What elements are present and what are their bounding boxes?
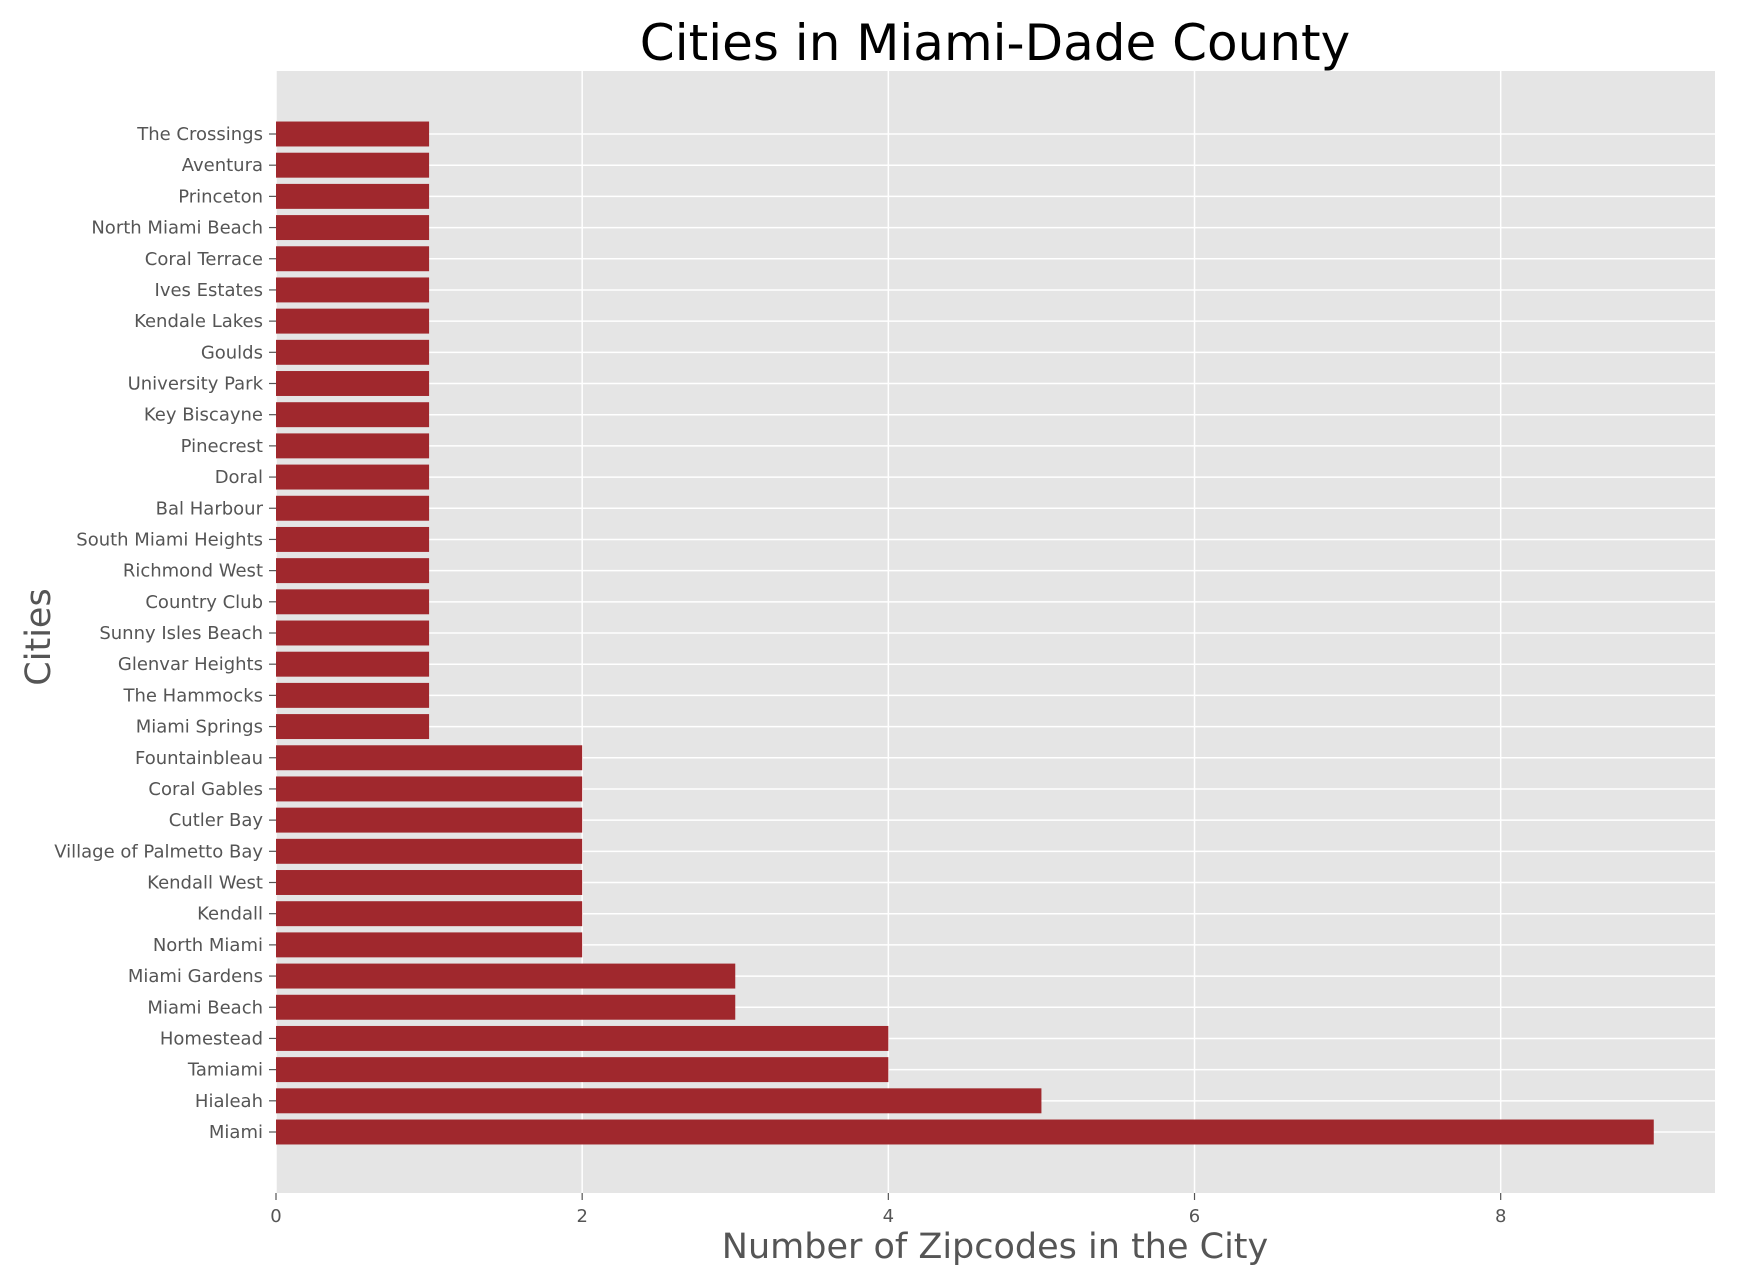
bar <box>276 215 430 241</box>
bar <box>276 838 583 864</box>
bar <box>276 433 430 459</box>
y-tick-label: Miami <box>209 1122 263 1143</box>
y-tick-label: Village of Palmetto Bay <box>54 841 263 862</box>
chart-title: Cities in Miami-Dade County <box>640 14 1350 72</box>
y-tick-label: South Miami Heights <box>76 529 263 550</box>
bar <box>276 121 430 147</box>
bar <box>276 464 430 490</box>
y-tick-label: Kendall West <box>147 873 263 894</box>
y-tick-label: North Miami <box>153 935 263 956</box>
y-tick-label: The Hammocks <box>122 685 263 706</box>
y-tick-label: Coral Gables <box>148 779 263 800</box>
y-tick-label: Fountainbleau <box>135 748 263 769</box>
bar <box>276 402 430 428</box>
bar <box>276 682 430 708</box>
bar <box>276 745 583 771</box>
y-tick-label: Kendall <box>197 904 263 925</box>
bar <box>276 589 430 615</box>
bar <box>276 152 430 178</box>
y-tick-label: Hialeah <box>195 1091 263 1112</box>
bars <box>276 121 1654 1145</box>
bar <box>276 620 430 646</box>
y-tick-label: Kendale Lakes <box>134 311 263 332</box>
plot-background <box>276 71 1715 1193</box>
y-tick-label: North Miami Beach <box>91 218 263 239</box>
y-tick-label: Homestead <box>160 1028 263 1049</box>
y-tick-label: Coral Terrace <box>145 249 263 270</box>
bar <box>276 776 583 802</box>
bar <box>276 994 736 1020</box>
bar <box>276 308 430 334</box>
y-tick-label: Glenvar Heights <box>118 654 263 675</box>
y-tick-label: Miami Beach <box>147 997 263 1018</box>
y-tick-label: Miami Gardens <box>128 966 263 987</box>
bar <box>276 1057 889 1083</box>
y-tick-label: Goulds <box>201 342 263 363</box>
y-tick-label: Miami Springs <box>136 717 263 738</box>
x-tick-label: 4 <box>883 1206 894 1227</box>
bar <box>276 558 430 584</box>
y-tick-label: Cutler Bay <box>169 810 264 831</box>
y-tick-label: Tamiami <box>187 1060 263 1081</box>
bar <box>276 1119 1654 1145</box>
y-tick-label: Pinecrest <box>181 436 263 457</box>
y-tick-label: Doral <box>215 467 263 488</box>
bar <box>276 183 430 209</box>
x-tick-label: 0 <box>270 1206 281 1227</box>
bar <box>276 870 583 895</box>
bar <box>276 1025 889 1051</box>
y-tick-label: Country Club <box>145 592 263 613</box>
bar <box>276 651 430 677</box>
y-tick-label: Key Biscayne <box>144 405 263 426</box>
bar <box>276 339 430 365</box>
bar <box>276 277 430 303</box>
y-tick-label: Aventura <box>182 155 263 176</box>
y-tick-label: Richmond West <box>123 561 263 582</box>
bar <box>276 246 430 272</box>
y-tick-label: Bal Harbour <box>156 498 264 519</box>
x-tick-label: 8 <box>1495 1206 1506 1227</box>
x-tick-label: 2 <box>576 1206 587 1227</box>
y-tick-label: Ives Estates <box>155 280 263 301</box>
y-tick-label: University Park <box>128 374 264 395</box>
bar <box>276 714 430 740</box>
bar <box>276 901 583 927</box>
bar <box>276 371 430 396</box>
y-axis-label: Cities <box>19 588 59 685</box>
x-tick-label: 6 <box>1189 1206 1200 1227</box>
y-tick-label: The Crossings <box>136 124 263 145</box>
y-tick-label: Sunny Isles Beach <box>99 623 263 644</box>
bar <box>276 963 736 989</box>
bar <box>276 495 430 521</box>
bar <box>276 807 583 833</box>
x-axis-label: Number of Zipcodes in the City <box>722 1227 1268 1267</box>
y-axis-ticks: Miami Hialeah Tamiami Homestead Miami Beach M… <box>54 124 276 1143</box>
bar <box>276 932 583 958</box>
bar <box>276 1088 1042 1114</box>
bar <box>276 526 430 552</box>
y-tick-label: Princeton <box>178 186 263 207</box>
x-axis-ticks: 0 2 4 6 8 <box>270 1193 1506 1227</box>
